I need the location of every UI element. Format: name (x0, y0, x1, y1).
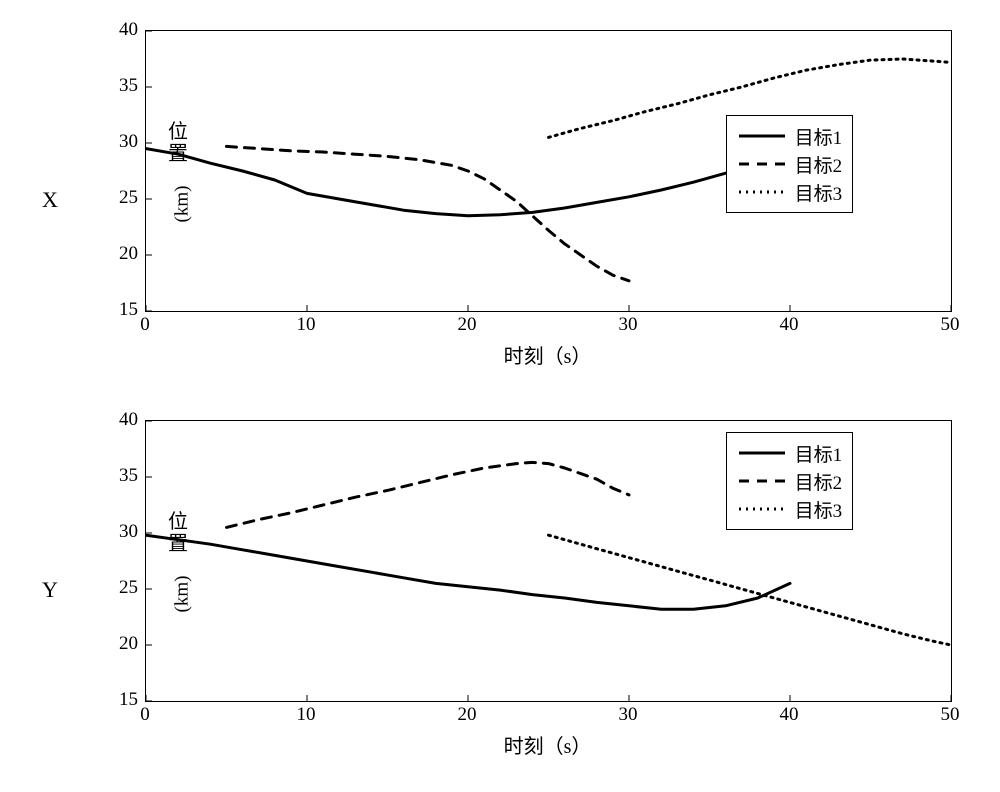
legend-item-target3: 目标3 (737, 178, 843, 206)
xtick-label: 10 (297, 314, 316, 336)
xtick-label: 20 (458, 704, 477, 726)
xtick-label: 10 (297, 704, 316, 726)
ytick-label: 40 (98, 409, 138, 431)
ytick-label: 20 (98, 243, 138, 265)
xtick-label: 30 (619, 314, 638, 336)
legend-item-target1: 目标1 (737, 439, 843, 467)
xlabel-bottom: 时刻（s） (145, 730, 950, 759)
legend-swatch-target3 (737, 182, 787, 202)
outer-ylabel-x: X (42, 187, 58, 213)
ytick-label: 35 (98, 75, 138, 97)
legend-item-target2: 目标2 (737, 150, 843, 178)
legend-item-target3: 目标3 (737, 495, 843, 523)
xtick-label: 0 (140, 314, 150, 336)
panel-y: Y 位置 (km) 目标1目标2目标3 时刻（s） 0 10 20 30 40 50 15 2… (30, 410, 970, 770)
ytick-label: 20 (98, 633, 138, 655)
legend-label-target2: 目标2 (795, 468, 843, 495)
legend-swatch-target2 (737, 154, 787, 174)
legend-swatch-target3 (737, 499, 787, 519)
legend-bottom: 目标1目标2目标3 (726, 432, 854, 530)
series-target3 (549, 535, 952, 645)
legend-item-target2: 目标2 (737, 467, 843, 495)
panel-x: X 位置 (km) 目标1目标2目标3 时刻（s） 0 10 20 30 40 50 15 2… (30, 20, 970, 380)
legend-label-target3: 目标3 (795, 496, 843, 523)
legend-label-target3: 目标3 (795, 179, 843, 206)
plot-area-bottom: 位置 (km) 目标1目标2目标3 (145, 420, 952, 702)
plot-area-top: 位置 (km) 目标1目标2目标3 (145, 30, 952, 312)
legend-swatch-target1 (737, 126, 787, 146)
legend-top: 目标1目标2目标3 (726, 115, 854, 213)
xtick-label: 40 (780, 704, 799, 726)
xlabel-top: 时刻（s） (145, 340, 950, 369)
legend-item-target1: 目标1 (737, 122, 843, 150)
xtick-label: 20 (458, 314, 477, 336)
series-target2 (227, 462, 630, 527)
legend-swatch-target2 (737, 471, 787, 491)
ytick-label: 25 (98, 577, 138, 599)
series-target1 (146, 149, 790, 216)
series-target1 (146, 535, 790, 609)
xtick-label: 0 (140, 704, 150, 726)
xtick-label: 30 (619, 704, 638, 726)
legend-label-target1: 目标1 (795, 123, 843, 150)
xtick-label: 50 (941, 314, 960, 336)
ytick-label: 15 (98, 689, 138, 711)
legend-label-target1: 目标1 (795, 440, 843, 467)
ytick-label: 25 (98, 187, 138, 209)
inner-ylabel-bottom: 位置 (km) (164, 511, 192, 605)
xtick-label: 50 (941, 704, 960, 726)
outer-ylabel-y: Y (42, 577, 58, 603)
ytick-label: 30 (98, 521, 138, 543)
ytick-label: 35 (98, 465, 138, 487)
ytick-label: 40 (98, 19, 138, 41)
xtick-label: 40 (780, 314, 799, 336)
inner-ylabel-top: 位置 (km) (164, 121, 192, 215)
legend-swatch-target1 (737, 443, 787, 463)
ytick-label: 15 (98, 299, 138, 321)
ytick-label: 30 (98, 131, 138, 153)
figure: X 位置 (km) 目标1目标2目标3 时刻（s） 01020304050152… (0, 0, 1000, 792)
legend-label-target2: 目标2 (795, 151, 843, 178)
